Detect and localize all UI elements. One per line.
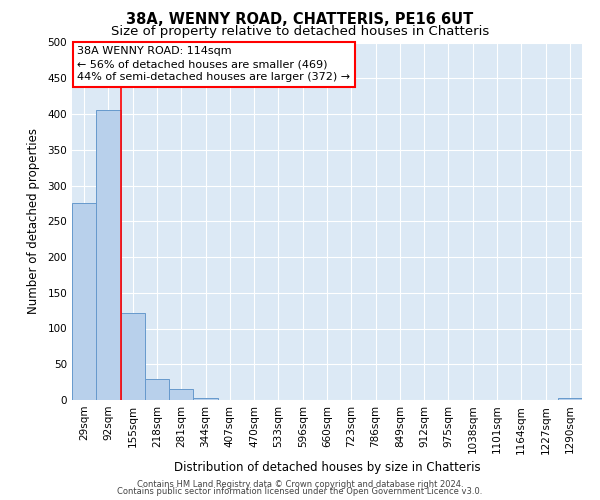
X-axis label: Distribution of detached houses by size in Chatteris: Distribution of detached houses by size …: [173, 460, 481, 473]
Y-axis label: Number of detached properties: Number of detached properties: [28, 128, 40, 314]
Text: 38A, WENNY ROAD, CHATTERIS, PE16 6UT: 38A, WENNY ROAD, CHATTERIS, PE16 6UT: [127, 12, 473, 28]
Text: Contains HM Land Registry data © Crown copyright and database right 2024.: Contains HM Land Registry data © Crown c…: [137, 480, 463, 489]
Bar: [169, 390, 193, 400]
Bar: [121, 313, 145, 400]
Bar: [193, 398, 218, 400]
Text: Contains public sector information licensed under the Open Government Licence v3: Contains public sector information licen…: [118, 487, 482, 496]
Bar: [145, 380, 169, 400]
Bar: [558, 398, 582, 400]
Bar: [72, 204, 96, 400]
Text: 38A WENNY ROAD: 114sqm
← 56% of detached houses are smaller (469)
44% of semi-de: 38A WENNY ROAD: 114sqm ← 56% of detached…: [77, 46, 350, 82]
Text: Size of property relative to detached houses in Chatteris: Size of property relative to detached ho…: [111, 25, 489, 38]
Bar: [96, 110, 121, 400]
